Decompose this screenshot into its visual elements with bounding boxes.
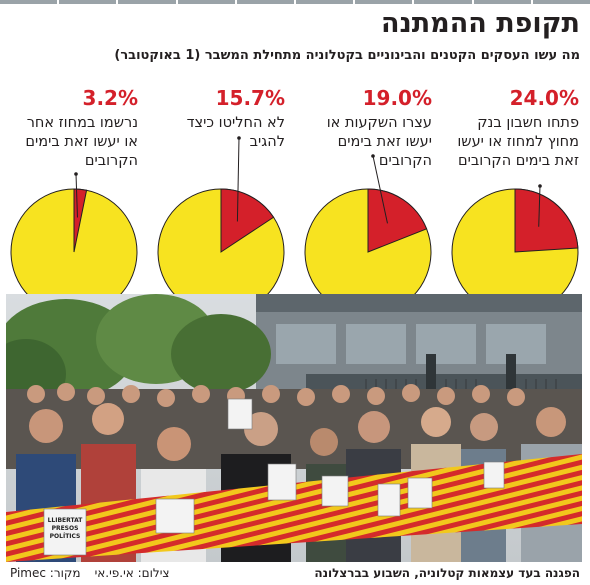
chart-subtitle: מה עשו העסקים הקטנים והבינוניים בקטלוניה… bbox=[114, 48, 580, 63]
credits: צילום: אי.פי.אי מקור: Pimec bbox=[10, 566, 170, 580]
pie-panel-4: 3.2% נרשמו במחוז אחר או יעשו זאת בימים ה… bbox=[4, 86, 144, 316]
pie-slice bbox=[514, 188, 579, 253]
sign-text: PRESOS bbox=[52, 525, 79, 532]
leader-line bbox=[372, 155, 388, 224]
pie-panel-3: 15.7% לא החליטו כיצד להגיב bbox=[151, 86, 291, 316]
leader-dot bbox=[371, 154, 375, 158]
protest-photo: LLIBERTAT PRESOS POLÍTICS bbox=[6, 294, 582, 562]
chart-title: תקופת ההמתנה bbox=[380, 8, 580, 39]
pie-chart bbox=[157, 136, 285, 316]
leader-dot bbox=[74, 172, 78, 176]
leader-line bbox=[75, 173, 78, 218]
leader-line bbox=[538, 185, 541, 227]
slice-value-label: 3.2% bbox=[82, 86, 138, 110]
slice-value-label: 24.0% bbox=[509, 86, 579, 110]
pie-chart bbox=[304, 154, 432, 316]
slice-value-label: 19.0% bbox=[362, 86, 432, 110]
pie-slice bbox=[367, 188, 428, 253]
photo-credit: צילום: אי.פי.אי bbox=[94, 566, 170, 580]
pie-panel-1: 24.0% פתחו חשבון בנק מחוץ למחוז או יעשו … bbox=[445, 86, 585, 316]
pie-slice bbox=[220, 188, 275, 253]
slice-description: לא החליטו כיצד להגיב bbox=[186, 115, 285, 150]
sign-text: POLÍTICS bbox=[50, 532, 81, 540]
leader-dot bbox=[538, 184, 542, 188]
pie-chart bbox=[451, 184, 579, 316]
photo-caption: הפגנה בעד עצמאות קטלוניה, השבוע בברצלונה bbox=[314, 566, 580, 580]
slice-description: נרשמו במחוז אחר או יעשו זאת בימים הקרובי… bbox=[25, 115, 138, 169]
top-rule bbox=[0, 0, 590, 4]
leader-line bbox=[236, 137, 240, 222]
slice-description: עצרו השקעות או יעשו זאת בימים הקרובים bbox=[326, 115, 432, 169]
slice-value-label: 15.7% bbox=[215, 86, 285, 110]
pie-chart bbox=[10, 172, 138, 316]
pie-panel-2: 19.0% עצרו השקעות או יעשו זאת בימים הקרו… bbox=[298, 86, 438, 316]
slice-description: פתחו חשבון בנק מחוץ למחוז או יעשו זאת בי… bbox=[457, 115, 579, 169]
sign-text: LLIBERTAT bbox=[48, 517, 84, 524]
source-note: מקור: Pimec bbox=[10, 566, 81, 580]
